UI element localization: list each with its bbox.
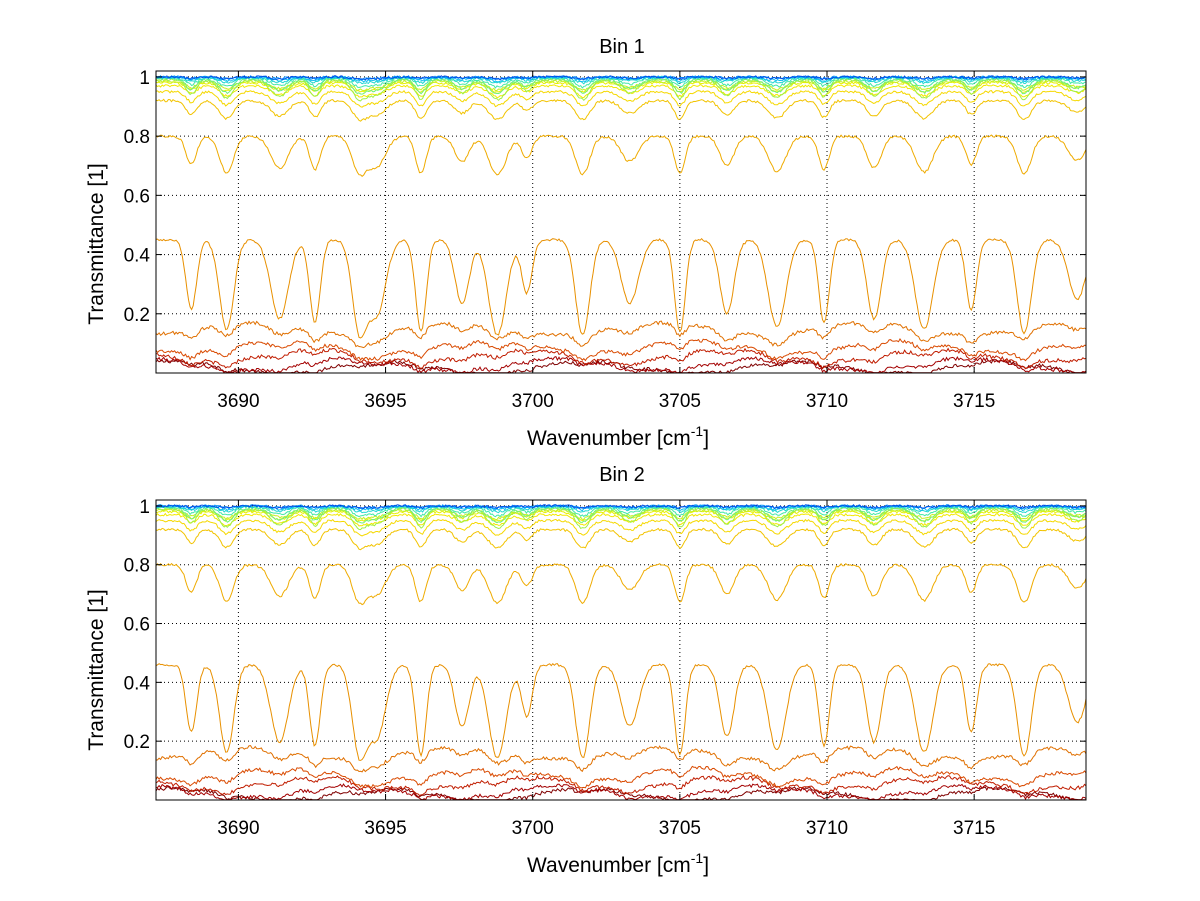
series-line: [155, 783, 1087, 801]
x-tick-label: 3715: [953, 391, 995, 412]
series-line: [155, 518, 1087, 537]
series-line: [155, 504, 1087, 512]
y-tick-label: 0.6: [124, 186, 150, 207]
series-line: [155, 75, 1087, 85]
axes-frame: [155, 499, 1087, 801]
series-line: [155, 506, 1087, 524]
y-tick-label: 1: [139, 497, 150, 518]
x-axis-label-superscript: -1: [691, 850, 704, 866]
x-tick-label: 3710: [806, 391, 848, 412]
series-line: [155, 79, 1087, 92]
series-line: [155, 745, 1087, 773]
series-line: [155, 504, 1087, 514]
x-axis-ticks: 3690 3695 3700 3705 3710 3715: [217, 71, 995, 412]
x-axis-label-end: ]: [703, 854, 709, 877]
series-line: [155, 506, 1087, 531]
x-axis-label-superscript: -1: [691, 423, 704, 439]
chart-title: Bin 1: [599, 36, 645, 58]
series-line: [155, 98, 1087, 122]
y-tick-label: 0.8: [124, 127, 150, 148]
series-line: [155, 134, 1087, 177]
x-axis-label: Wavenumber [cm-1]: [527, 850, 709, 877]
x-axis-label-end: ]: [703, 427, 709, 450]
series-line: [155, 75, 1087, 83]
series-line: [155, 562, 1087, 606]
series-line: [155, 77, 1087, 95]
subplot-bin-2: Bin 2 3690 3695 3700 3705 3710 3715 0.2 0.4 0.6…: [85, 464, 1087, 877]
series-line: [155, 527, 1087, 551]
x-tick-label: 3705: [659, 391, 701, 412]
series-line: [155, 505, 1087, 518]
series-group: [155, 504, 1087, 801]
series-line: [155, 75, 1087, 81]
series-line: [155, 78, 1087, 102]
y-tick-label: 0.4: [124, 246, 151, 267]
x-axis-label-text: Wavenumber [cm: [527, 854, 691, 877]
series-line: [155, 355, 1087, 374]
y-tick-label: 0.8: [124, 556, 150, 577]
y-tick-label: 0.6: [124, 615, 150, 636]
x-tick-label: 3700: [512, 818, 554, 839]
y-tick-label: 0.2: [124, 732, 150, 753]
series-line: [155, 512, 1087, 527]
y-tick-label: 1: [139, 68, 150, 89]
x-axis-label-text: Wavenumber [cm: [527, 427, 691, 450]
axes-frame: [155, 70, 1087, 374]
series-line: [155, 76, 1087, 89]
y-tick-label: 0.2: [124, 305, 150, 326]
grid: [156, 71, 1086, 373]
series-line: [155, 237, 1087, 339]
x-tick-label: 3695: [364, 391, 406, 412]
subplot-bin-1: Bin 1 3690 3695 3700 3705 3710 3715 0.2 0.4 0.6…: [85, 36, 1087, 450]
series-line: [155, 504, 1087, 510]
series-line: [155, 347, 1087, 370]
series-group: [155, 74, 1087, 374]
y-axis-ticks: 0.2 0.4 0.6 0.8 1: [124, 68, 1086, 326]
y-axis-label: Transmittance [1]: [85, 589, 108, 750]
x-tick-label: 3705: [659, 818, 701, 839]
y-axis-ticks: 0.2 0.4 0.6 0.8 1: [124, 497, 1086, 753]
x-tick-label: 3690: [217, 391, 259, 412]
y-tick-label: 0.4: [124, 673, 151, 694]
x-axis-label: Wavenumber [cm-1]: [527, 423, 709, 450]
x-tick-label: 3690: [217, 818, 259, 839]
chart-title: Bin 2: [599, 464, 645, 486]
series-line: [155, 774, 1087, 797]
x-tick-label: 3715: [953, 818, 995, 839]
x-tick-label: 3700: [512, 391, 554, 412]
series-line: [155, 90, 1087, 108]
series-line: [155, 338, 1087, 362]
series-line: [155, 765, 1087, 789]
series-line: [155, 320, 1087, 349]
y-axis-label: Transmittance [1]: [85, 163, 108, 324]
x-tick-label: 3695: [364, 818, 406, 839]
x-tick-label: 3710: [806, 818, 848, 839]
series-line: [155, 662, 1087, 761]
x-axis-ticks: 3690 3695 3700 3705 3710 3715: [217, 500, 995, 839]
